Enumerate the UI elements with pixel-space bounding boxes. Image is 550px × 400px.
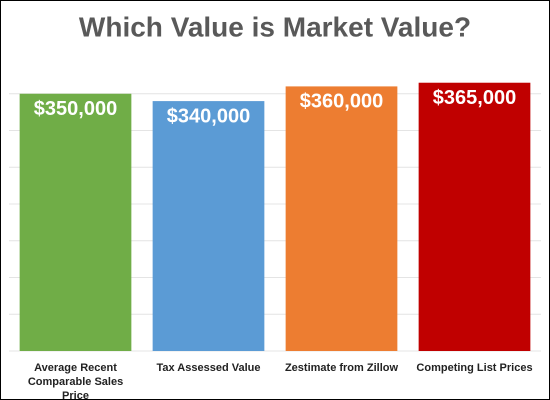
value-label: $350,000 — [34, 98, 117, 120]
x-tick-label: Average Recent Comparable Sales Price — [27, 362, 124, 400]
bar — [285, 86, 398, 352]
value-label: $365,000 — [433, 87, 516, 109]
bar — [19, 93, 132, 351]
value-label: $360,000 — [300, 91, 383, 113]
chart-title: Which Value is Market Value? — [79, 11, 471, 42]
bar — [152, 101, 265, 351]
x-tick-label: Zestimate from Zillow — [284, 362, 399, 374]
x-tick-label: Tax Assessed Value — [156, 362, 261, 374]
x-tick-label: Competing List Prices — [416, 362, 533, 374]
value-label: $340,000 — [167, 105, 250, 127]
bar — [418, 82, 531, 351]
